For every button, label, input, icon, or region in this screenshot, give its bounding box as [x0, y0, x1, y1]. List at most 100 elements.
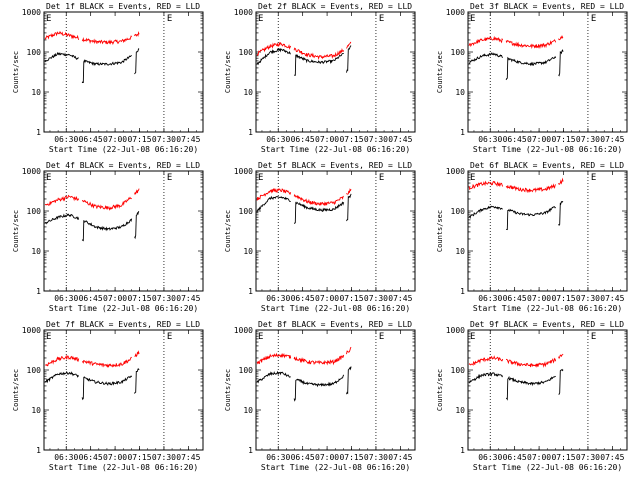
y-tick-label: 1	[248, 287, 253, 296]
x-tick-label: 07:15	[339, 453, 363, 462]
e-marker: E	[258, 14, 263, 24]
events-series-line	[44, 48, 140, 84]
x-tick-label: 07:30	[576, 453, 600, 462]
x-axis-label: Start Time (22-Jul-08 06:16:20)	[261, 145, 410, 154]
x-axis-label: Start Time (22-Jul-08 06:16:20)	[261, 463, 410, 472]
x-tick-label: 07:15	[551, 453, 575, 462]
e-marker: E	[167, 14, 172, 24]
events-series-line	[468, 368, 564, 401]
y-tick-label: 10	[31, 247, 41, 256]
panel-title: Det 3f BLACK = Events, RED = LLD	[470, 2, 624, 11]
lld-series-line	[468, 177, 564, 194]
y-tick-label: 100	[239, 207, 254, 216]
panel-title: Det 6f BLACK = Events, RED = LLD	[470, 161, 624, 170]
y-axis-label: Counts/sec	[12, 369, 20, 411]
x-tick-label: 07:00	[527, 453, 551, 462]
y-tick-label: 1	[460, 287, 465, 296]
e-marker: E	[379, 332, 384, 342]
lld-series-line	[256, 187, 352, 207]
x-tick-label: 06:30	[54, 453, 78, 462]
plot-frame	[255, 11, 416, 133]
x-tick-label: 07:45	[388, 453, 412, 462]
y-tick-label: 1	[36, 128, 41, 137]
x-tick-label: 07:30	[152, 294, 176, 303]
x-tick-label: 07:15	[127, 135, 151, 144]
y-axis-label: Counts/sec	[224, 210, 232, 252]
panel-title: Det 1f BLACK = Events, RED = LLD	[46, 2, 200, 11]
e-marker: E	[46, 14, 51, 24]
x-tick-label: 07:00	[103, 135, 127, 144]
y-tick-label: 100	[451, 207, 466, 216]
detector-panel: Det 3f BLACK = Events, RED = LLD 1 10 100 10…	[436, 2, 628, 154]
x-tick-label: 06:45	[503, 453, 527, 462]
x-tick-label: 07:45	[600, 453, 624, 462]
e-marker: E	[470, 173, 475, 183]
x-tick-label: 06:45	[291, 135, 315, 144]
x-axis-label: Start Time (22-Jul-08 06:16:20)	[49, 463, 198, 472]
x-tick-label: 07:45	[600, 135, 624, 144]
y-tick-label: 1000	[234, 326, 253, 335]
x-tick-label: 06:30	[54, 135, 78, 144]
e-marker: E	[591, 173, 596, 183]
x-tick-label: 07:00	[103, 294, 127, 303]
plot-frame	[43, 11, 204, 133]
x-axis-label: Start Time (22-Jul-08 06:16:20)	[49, 304, 198, 313]
x-tick-label: 07:45	[388, 294, 412, 303]
y-tick-label: 1000	[22, 167, 41, 176]
y-tick-label: 1000	[234, 167, 253, 176]
x-tick-label: 06:45	[79, 453, 103, 462]
x-tick-label: 07:15	[551, 135, 575, 144]
x-axis-label: Start Time (22-Jul-08 06:16:20)	[49, 145, 198, 154]
y-tick-label: 1000	[22, 326, 41, 335]
plot-frame	[255, 329, 416, 451]
y-tick-label: 1	[248, 446, 253, 455]
plot-frame	[255, 170, 416, 292]
y-tick-label: 1000	[234, 8, 253, 17]
detector-panel: Det 7f BLACK = Events, RED = LLD 1 10 100 10…	[12, 320, 204, 472]
e-marker: E	[470, 14, 475, 24]
x-tick-label: 07:45	[600, 294, 624, 303]
panel-title: Det 9f BLACK = Events, RED = LLD	[470, 320, 624, 329]
x-tick-label: 07:00	[315, 135, 339, 144]
x-tick-label: 06:45	[503, 135, 527, 144]
detector-panel: Det 4f BLACK = Events, RED = LLD 1 10 100 10…	[12, 161, 204, 313]
e-marker: E	[46, 173, 51, 183]
detector-panel: Det 2f BLACK = Events, RED = LLD 1 10 100 10…	[224, 2, 416, 154]
y-tick-label: 10	[455, 247, 465, 256]
detector-panel: Det 1f BLACK = Events, RED = LLD 1 10 100 10…	[12, 2, 204, 154]
y-tick-label: 1000	[446, 326, 465, 335]
panel-title: Det 4f BLACK = Events, RED = LLD	[46, 161, 200, 170]
x-axis-label: Start Time (22-Jul-08 06:16:20)	[473, 304, 622, 313]
events-series-line	[256, 366, 352, 402]
x-tick-label: 06:45	[291, 294, 315, 303]
y-tick-label: 10	[243, 88, 253, 97]
panel-title: Det 7f BLACK = Events, RED = LLD	[46, 320, 200, 329]
y-tick-label: 1000	[22, 8, 41, 17]
x-tick-label: 06:45	[291, 453, 315, 462]
lld-series-line	[44, 30, 140, 45]
lld-series-line	[44, 350, 140, 368]
x-tick-label: 07:00	[527, 294, 551, 303]
plot-frame	[467, 11, 628, 133]
y-tick-label: 100	[239, 366, 254, 375]
plot-frame	[467, 329, 628, 451]
e-marker: E	[46, 332, 51, 342]
y-tick-label: 1	[460, 446, 465, 455]
x-tick-label: 07:45	[176, 135, 200, 144]
x-tick-label: 06:30	[478, 453, 502, 462]
x-tick-label: 07:30	[152, 135, 176, 144]
x-tick-label: 06:30	[478, 135, 502, 144]
lld-series-line	[44, 188, 140, 211]
x-tick-label: 06:45	[503, 294, 527, 303]
y-tick-label: 1	[36, 287, 41, 296]
x-tick-label: 07:15	[339, 294, 363, 303]
e-marker: E	[258, 173, 263, 183]
x-tick-label: 06:30	[266, 135, 290, 144]
y-tick-label: 100	[27, 48, 42, 57]
y-tick-label: 10	[31, 88, 41, 97]
detector-panel: Det 8f BLACK = Events, RED = LLD 1 10 100 10…	[224, 320, 416, 472]
x-tick-label: 07:30	[364, 453, 388, 462]
y-tick-label: 10	[243, 406, 253, 415]
e-marker: E	[470, 332, 475, 342]
